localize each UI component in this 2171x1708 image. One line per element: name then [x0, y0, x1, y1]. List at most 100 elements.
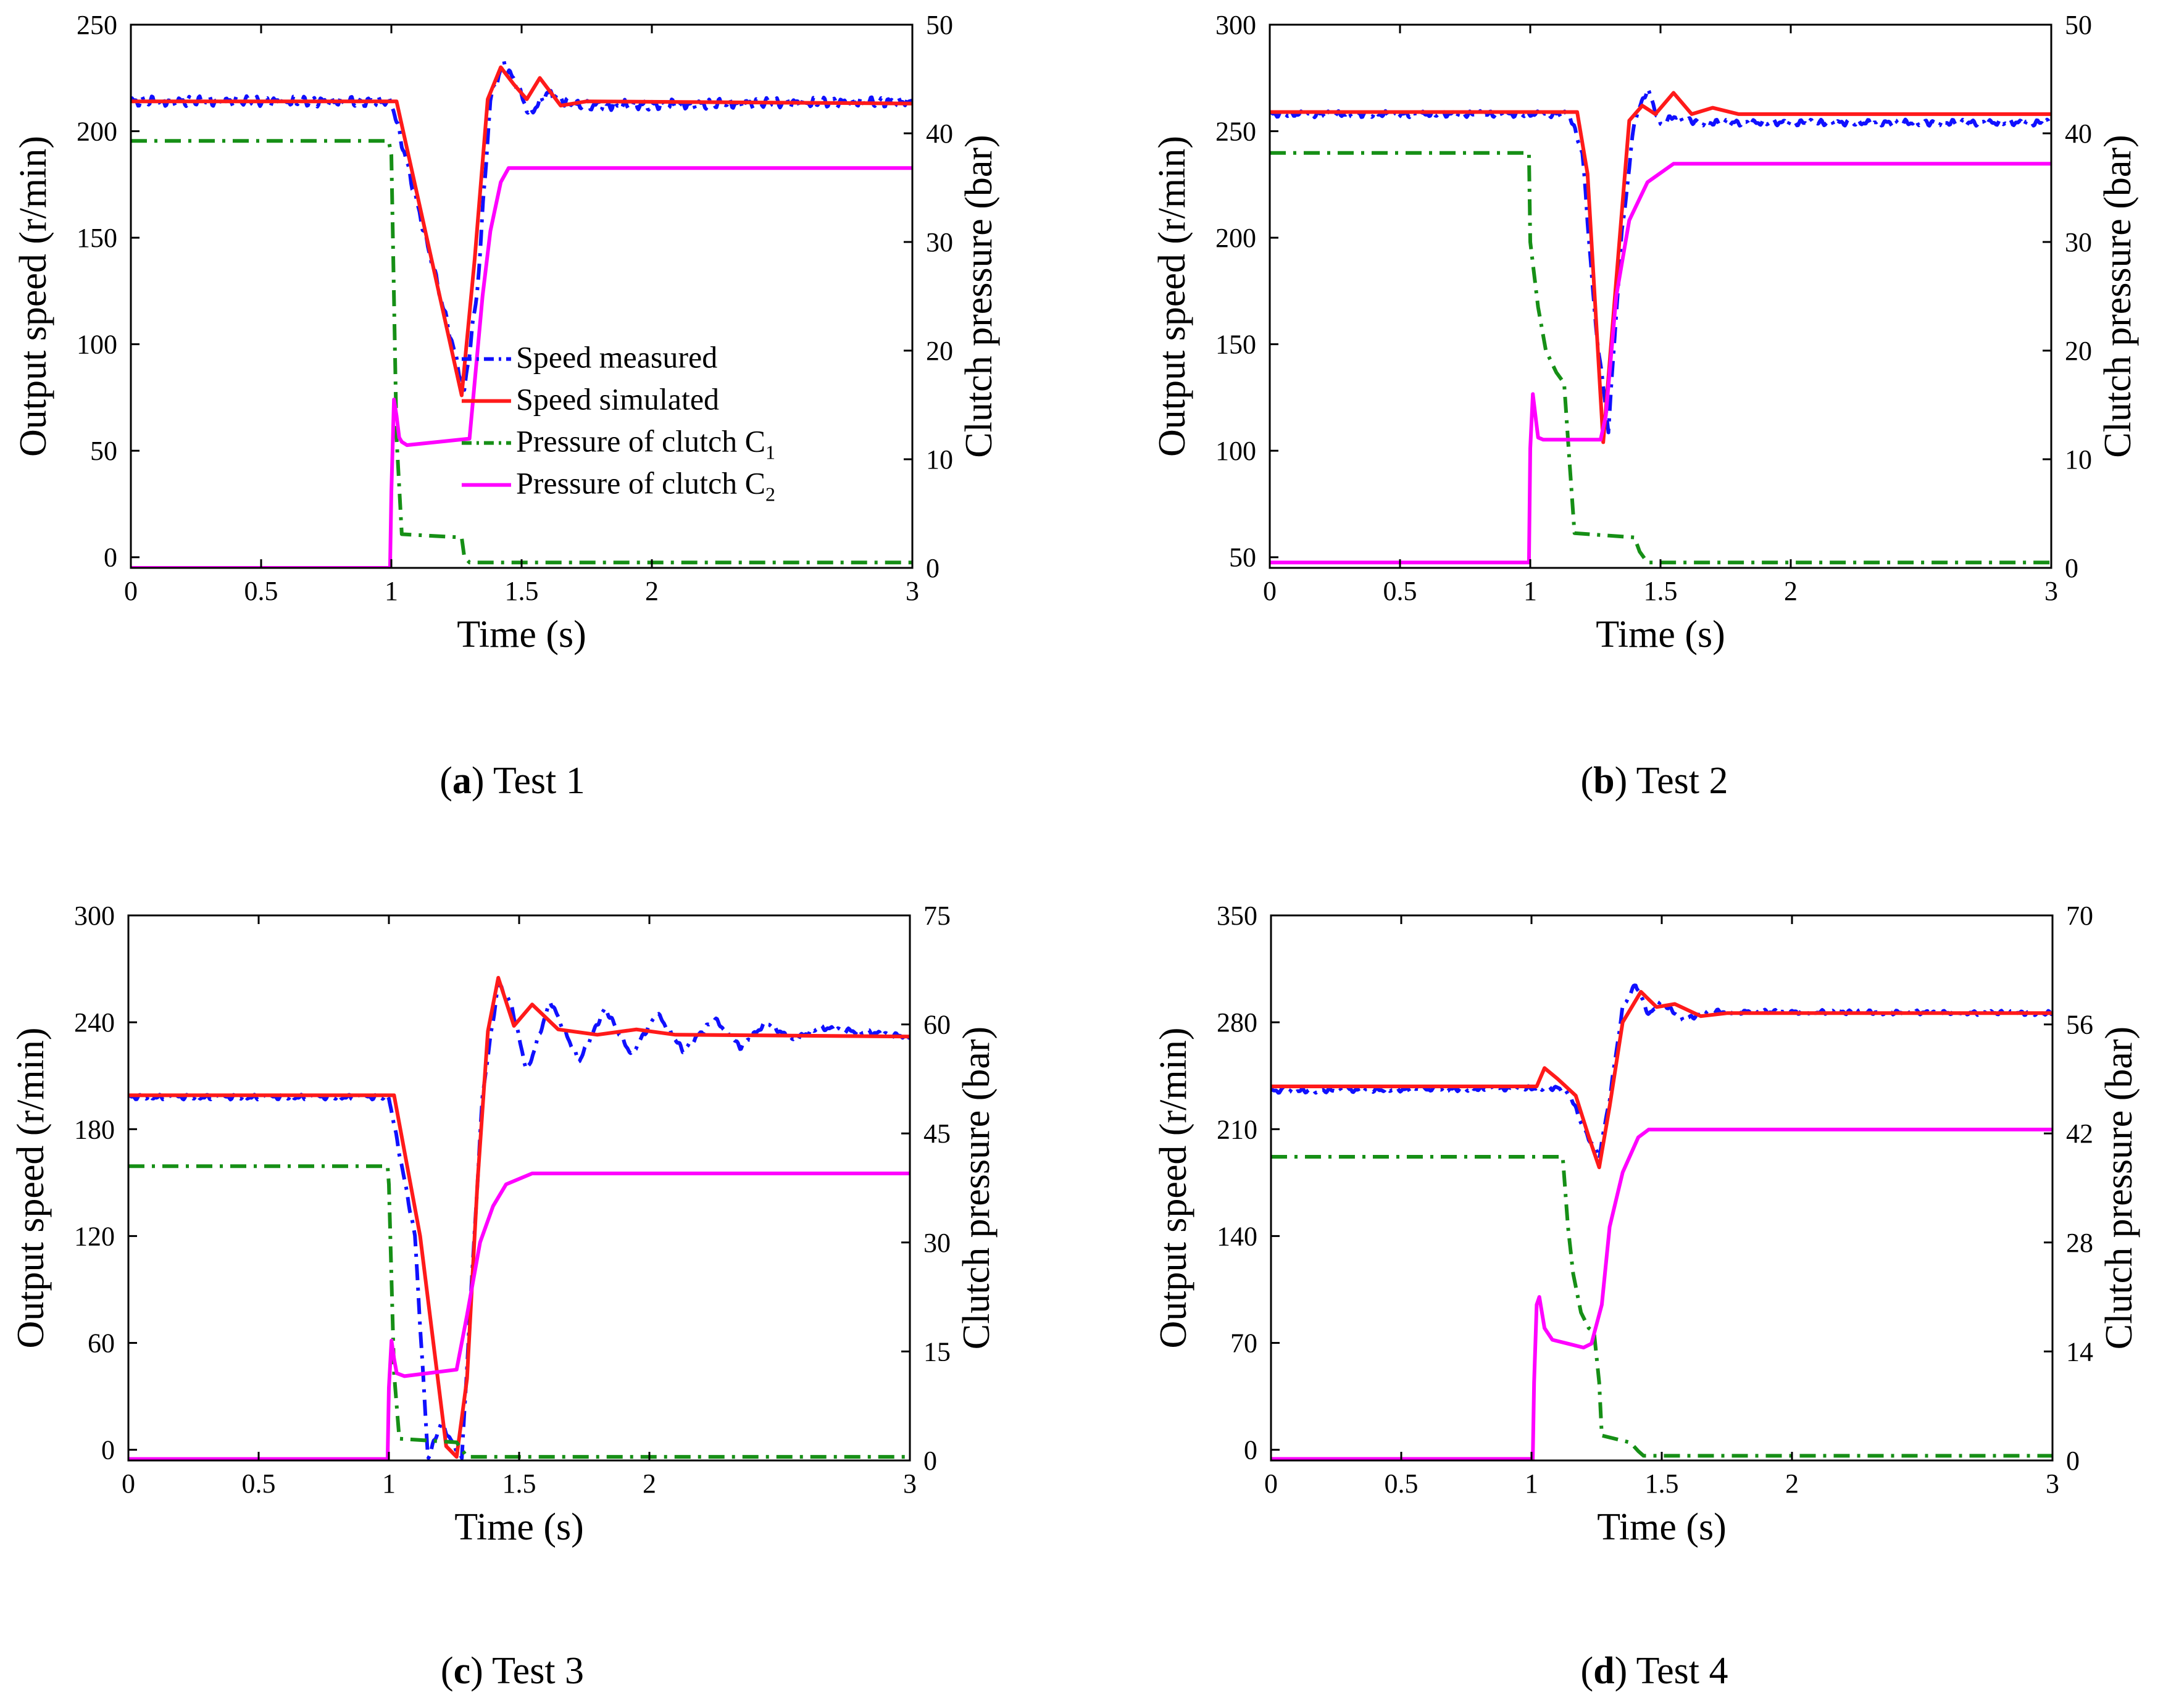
y2-tick-label: 30 [926, 227, 953, 257]
y-tick-label: 0 [101, 1435, 115, 1465]
x-axis-label: Time (s) [1597, 1506, 1727, 1548]
y2-axis-label: Clutch pressure (bar) [958, 135, 1000, 457]
x-tick-label: 2 [1784, 576, 1798, 606]
y2-tick-label: 30 [2065, 227, 2092, 257]
y-axis-label: Output speed (r/min) [1151, 136, 1193, 457]
y-tick-label: 50 [1229, 543, 1256, 573]
x-tick-label: 0.5 [242, 1468, 276, 1499]
legend: Speed measured Speed simulated Pressure of… [461, 340, 775, 506]
y-tick-label: 100 [77, 330, 117, 360]
y2-tick-label: 45 [923, 1119, 951, 1149]
y-tick-label: 150 [1215, 330, 1256, 360]
y-axis-label: Output speed (r/min) [12, 136, 54, 457]
chart-panel-c: 0 0.5 1 1.5 2 306012018024030001530456075Time… [10, 901, 998, 1692]
y2-tick-label: 30 [923, 1228, 951, 1258]
y-tick-label: 250 [77, 10, 117, 40]
y-axis-label: Output speed (r/min) [1152, 1027, 1194, 1348]
y-tick-label: 200 [77, 117, 117, 147]
y-tick-label: 200 [1215, 223, 1256, 253]
series-line-pressure-of-clutch-c2 [1271, 1127, 2052, 1460]
y-tick-label: 150 [77, 223, 117, 253]
series-line-speed-measured [1270, 86, 2051, 435]
legend-label: Pressure of clutch C1 [516, 424, 775, 464]
y-tick-label: 210 [1217, 1114, 1257, 1144]
y2-tick-label: 50 [2065, 10, 2092, 40]
panel-caption: (a) Test 1 [440, 760, 585, 802]
x-tick-label: 0.5 [1385, 1468, 1419, 1499]
x-tick-label: 0 [1264, 1468, 1278, 1499]
chart-panel-b: 0 0.5 1 1.5 2 3 50 100 150 200 250 300 0 10 20 30 40 50 Ti… [1151, 10, 2139, 802]
y2-tick-label: 70 [2066, 901, 2093, 931]
chart-panel-a: 0 0.5 1 1.5 2 305010015020025001020304050Time… [12, 10, 1000, 802]
y-axis-label: Output speed (r/min) [10, 1027, 52, 1348]
y2-tick-label: 42 [2066, 1119, 2093, 1149]
y-tick-label: 0 [1244, 1435, 1257, 1465]
panel-caption: (d) Test 4 [1580, 1650, 1728, 1692]
x-tick-label: 1.5 [505, 576, 539, 606]
x-tick-label: 3 [2046, 1468, 2059, 1499]
x-tick-label: 1 [1525, 1468, 1538, 1499]
y2-tick-label: 0 [923, 1446, 937, 1476]
y-tick-label: 300 [74, 901, 115, 931]
y2-tick-label: 0 [926, 553, 940, 583]
y-tick-label: 70 [1230, 1328, 1257, 1359]
y-tick-label: 280 [1217, 1007, 1257, 1038]
y-tick-label: 60 [88, 1328, 115, 1359]
y-tick-label: 50 [90, 436, 117, 466]
panel-caption: (b) Test 2 [1580, 760, 1728, 802]
legend-label: Speed simulated [516, 382, 719, 417]
series-line-pressure-of-clutch-c2 [131, 166, 912, 568]
x-tick-label: 3 [906, 576, 919, 606]
x-tick-label: 0 [124, 576, 138, 606]
series-line-pressure-of-clutch-c2 [1270, 162, 2051, 565]
series-group [1271, 983, 2052, 1460]
series-line-pressure-of-clutch-c2 [128, 1172, 910, 1460]
series-group [1270, 86, 2051, 565]
y-tick-label: 140 [1217, 1221, 1257, 1251]
x-tick-label: 0.5 [244, 576, 278, 606]
series-line-speed-simulated [1270, 91, 2051, 444]
x-tick-label: 3 [903, 1468, 917, 1499]
x-tick-label: 1 [385, 576, 398, 606]
y2-tick-label: 50 [926, 10, 953, 40]
legend-label: Speed measured [516, 340, 717, 375]
x-tick-label: 2 [1785, 1468, 1799, 1499]
x-tick-label: 3 [2044, 576, 2058, 606]
panel-caption: (c) Test 3 [441, 1650, 584, 1692]
series-group [131, 59, 912, 568]
series-group [128, 976, 910, 1460]
chart-panel-d: 0 0.5 1 1.5 2 307014021028035001428425670Time… [1152, 901, 2140, 1692]
y2-tick-label: 20 [926, 336, 953, 366]
y2-tick-label: 56 [2066, 1010, 2093, 1040]
series-line-speed-simulated [1271, 989, 2052, 1170]
y2-tick-label: 15 [923, 1336, 951, 1367]
series-line-speed-simulated [131, 65, 912, 398]
y2-tick-label: 28 [2066, 1228, 2093, 1258]
x-tick-label: 1.5 [1644, 576, 1678, 606]
y2-axis-label: Clutch pressure (bar) [956, 1027, 998, 1349]
y2-tick-label: 60 [923, 1010, 951, 1040]
x-tick-label: 1 [1523, 576, 1537, 606]
x-axis-label: Time (s) [454, 1506, 584, 1548]
y2-tick-label: 10 [926, 444, 953, 475]
series-line-pressure-of-clutch-c1 [1270, 151, 2051, 565]
y-tick-label: 180 [74, 1114, 115, 1144]
y2-tick-label: 75 [923, 901, 951, 931]
y-tick-label: 300 [1215, 10, 1256, 40]
y2-axis-label: Clutch pressure (bar) [2097, 135, 2139, 457]
x-tick-label: 1 [382, 1468, 396, 1499]
x-axis-label: Time (s) [1596, 614, 1725, 656]
y-tick-label: 120 [74, 1221, 115, 1251]
series-line-speed-measured [128, 981, 910, 1460]
y2-tick-label: 10 [2065, 444, 2092, 475]
series-line-pressure-of-clutch-c1 [1271, 1155, 2052, 1458]
y-tick-label: 0 [104, 543, 117, 573]
x-tick-label: 1.5 [1645, 1468, 1679, 1499]
y-tick-label: 240 [74, 1007, 115, 1038]
y2-tick-label: 0 [2065, 553, 2078, 583]
x-axis-label: Time (s) [457, 614, 586, 656]
x-tick-label: 2 [643, 1468, 656, 1499]
legend-label: Pressure of clutch C2 [516, 466, 775, 506]
x-tick-label: 0 [1263, 576, 1277, 606]
